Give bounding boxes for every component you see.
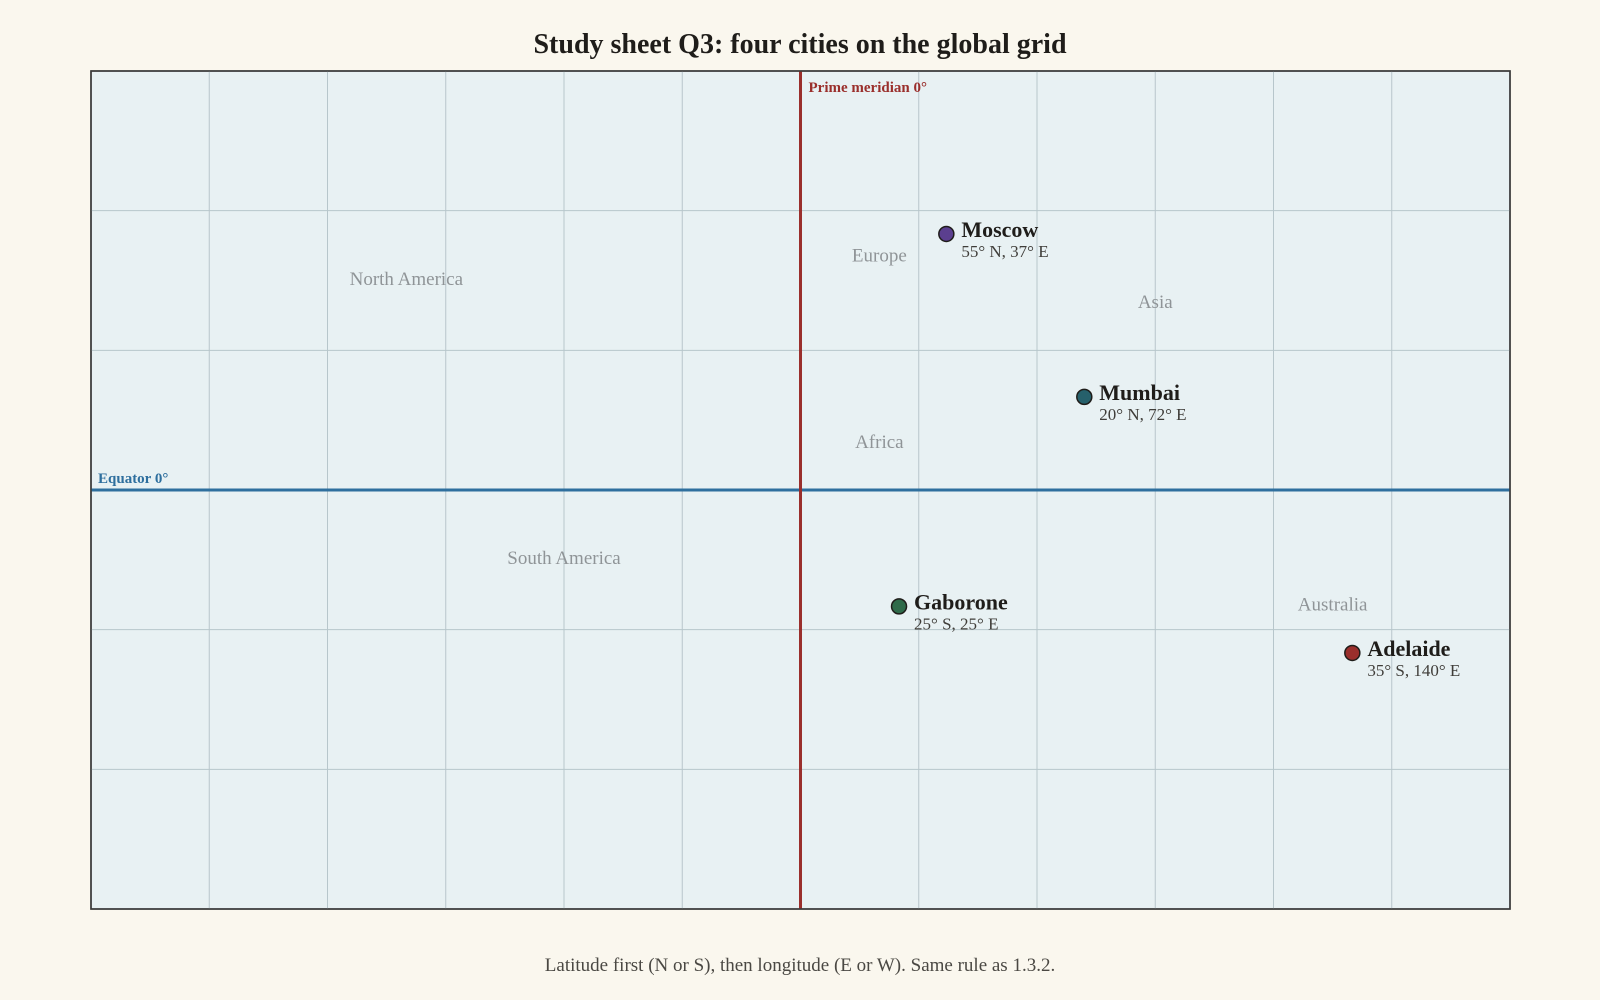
equator-label: Equator 0° [98, 471, 168, 487]
region-label: Europe [852, 246, 907, 267]
city-name: Moscow [961, 217, 1038, 242]
city-name: Gaborone [914, 589, 1008, 614]
city-coordinates: 55° N, 37° E [961, 242, 1048, 261]
city-coordinates: 35° S, 140° E [1367, 661, 1460, 680]
city-dot [1344, 644, 1361, 662]
city-dot [938, 225, 955, 243]
city-coordinates: 25° S, 25° E [914, 614, 998, 633]
region-label: Australia [1298, 595, 1368, 616]
region-label: Asia [1138, 292, 1173, 313]
city-dot [890, 598, 908, 615]
reference-lines: Equator 0° Prime meridian 0° [91, 71, 1510, 909]
prime-meridian-label: Prime meridian 0° [809, 80, 927, 96]
region-labels: North America Europe Asia Africa South Ameri… [350, 246, 1368, 616]
city-coordinates: 20° N, 72° E [1099, 405, 1186, 424]
region-label: South America [507, 548, 621, 569]
map-border [90, 70, 1511, 910]
region-label: North America [350, 269, 464, 290]
region-label: Africa [855, 432, 904, 453]
city-dot [1076, 388, 1093, 406]
city-name: Mumbai [1099, 380, 1180, 405]
city-name: Adelaide [1367, 636, 1450, 661]
page-title: Study sheet Q3: four cities on the globa… [533, 29, 1067, 60]
footer-note: Latitude first (N or S), then longitude … [544, 955, 1056, 976]
